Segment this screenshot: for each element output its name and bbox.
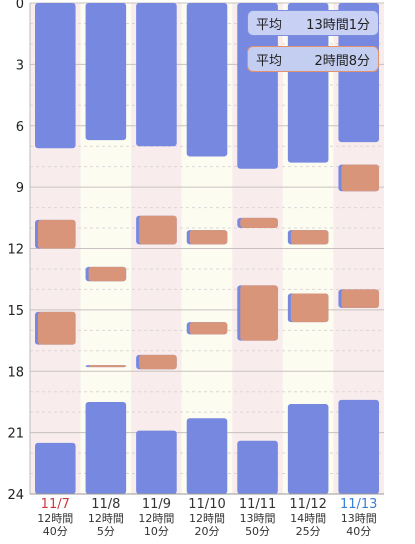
x-total-hours-label: 12時間 (88, 512, 124, 525)
x-date-label: 11/12 (289, 497, 326, 512)
x-date-label: 11/8 (91, 497, 120, 512)
x-total-minutes-label: 20分 (195, 525, 220, 538)
legend-nap-value: 2時間8分 (314, 53, 370, 69)
nap-bar (341, 164, 379, 192)
nap-bar (290, 293, 329, 323)
y-tick-label: 9 (16, 181, 24, 196)
nap-bar (240, 285, 278, 341)
x-total-hours-label: 12時間 (189, 512, 225, 525)
sleep-bar (85, 3, 127, 141)
nap-bar (189, 230, 228, 245)
sleep-bar (136, 430, 177, 494)
x-total-hours-label: 13時間 (240, 512, 276, 525)
sleep-bar (85, 401, 127, 494)
y-tick-label: 15 (7, 304, 24, 319)
nap-bar (88, 266, 127, 282)
x-date-label: 11/11 (239, 497, 276, 512)
x-total-minutes-label: 25分 (296, 525, 321, 538)
sleep-bar (287, 403, 329, 494)
legend-sleep-value: 13時間1分 (306, 17, 370, 33)
y-tick-label: 6 (16, 120, 24, 135)
sleep-bar (237, 440, 278, 494)
sleep-bar (186, 418, 228, 494)
x-total-minutes-label: 50分 (245, 525, 270, 538)
y-tick-label: 12 (7, 243, 24, 258)
sleep-bar (338, 3, 379, 143)
sleep-bar (35, 3, 76, 149)
x-total-minutes-label: 10分 (144, 525, 169, 538)
legend-sleep-average: 平均 13時間1分 (247, 10, 379, 36)
x-total-minutes-label: 40分 (346, 525, 371, 538)
y-tick-label: 21 (7, 427, 24, 442)
y-tick-label: 24 (7, 488, 24, 503)
x-total-hours-label: 14時間 (290, 512, 326, 525)
x-date-label: 11/7 (41, 497, 70, 512)
y-tick-label: 18 (7, 365, 24, 380)
x-total-hours-label: 12時間 (37, 512, 73, 525)
x-total-hours-label: 13時間 (341, 512, 377, 525)
y-tick-label: 3 (16, 58, 24, 73)
x-date-label: 11/9 (142, 497, 171, 512)
legend-sleep-label: 平均 (256, 17, 283, 33)
nap-bar (341, 289, 379, 308)
sleep-bar (287, 3, 329, 163)
y-tick-label: 0 (16, 0, 24, 12)
sleep-bar (338, 399, 379, 494)
legend-nap-label: 平均 (256, 53, 283, 69)
x-total-minutes-label: 5分 (97, 525, 115, 538)
nap-bar (88, 365, 127, 368)
sleep-bar (35, 442, 76, 494)
nap-bar (290, 230, 329, 245)
x-total-minutes-label: 40分 (43, 525, 68, 538)
nap-bar (189, 322, 228, 335)
x-total-hours-label: 12時間 (138, 512, 174, 525)
sleep-bar (136, 3, 177, 147)
nap-bar (38, 311, 76, 345)
sleep-bar (237, 3, 278, 169)
nap-bar (38, 219, 76, 249)
sleep-bar (186, 3, 228, 157)
nap-bar (240, 217, 278, 229)
nap-bar (139, 215, 177, 245)
x-date-label: 11/13 (340, 497, 377, 512)
x-date-label: 11/10 (188, 497, 225, 512)
legend-nap-average: 平均 2時間8分 (247, 46, 379, 72)
nap-bar (139, 354, 177, 370)
